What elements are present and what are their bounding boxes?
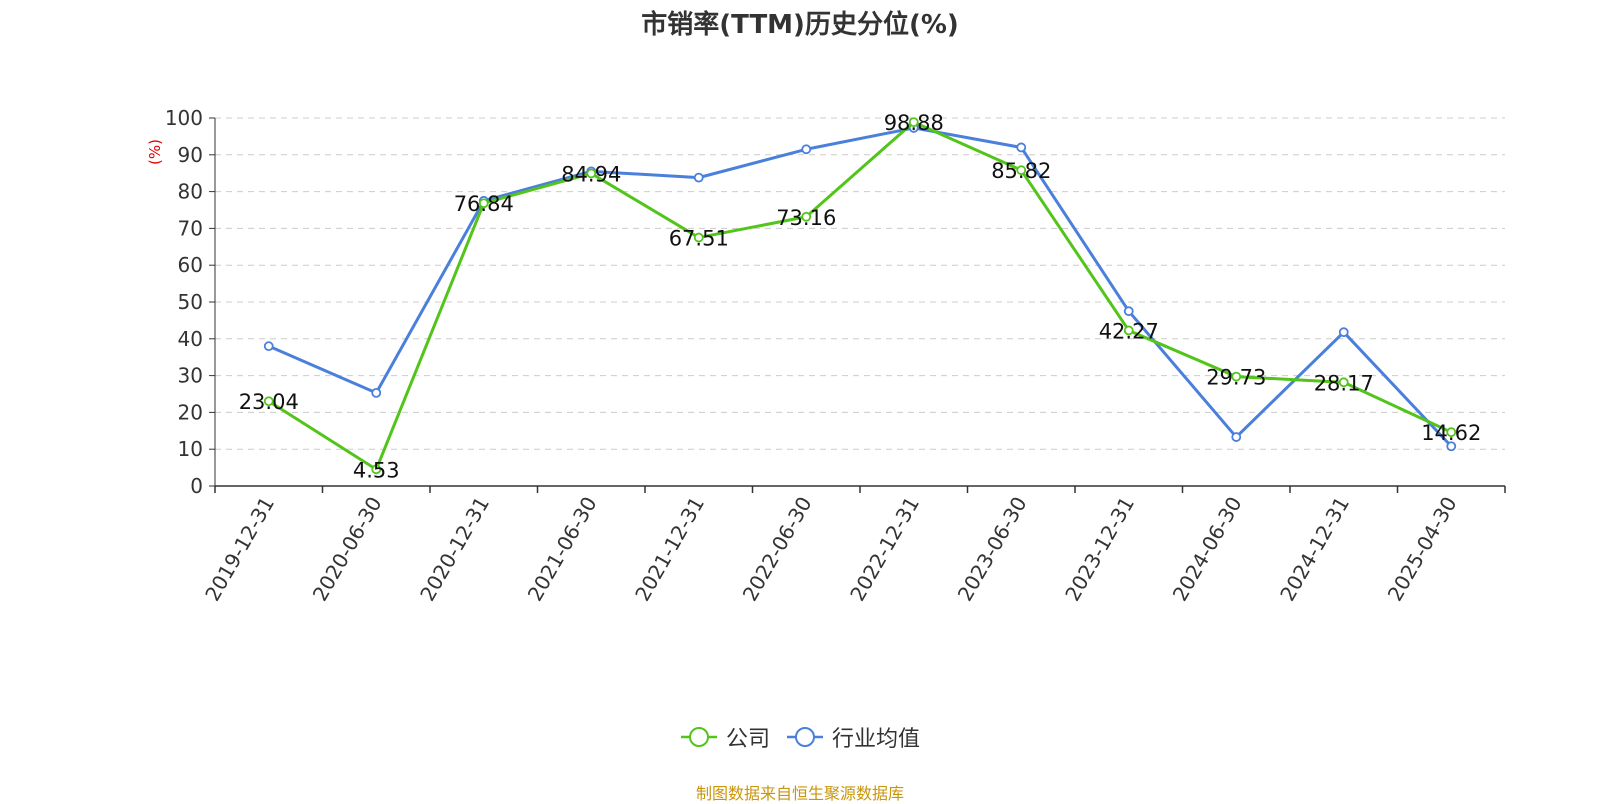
- axis-layer: 0 10 20 30 40 50 60 70 80 90 100(%) 2019-12-31 2020-…: [146, 106, 1506, 606]
- x-tick-label: 2021-12-31: [630, 493, 709, 606]
- x-tick-label: 2025-04-30: [1383, 493, 1462, 606]
- series-layer: [263, 117, 1457, 475]
- x-tick-label: 2023-06-30: [953, 493, 1032, 606]
- data-label: 98.88: [884, 111, 944, 135]
- data-label: 42.27: [1099, 319, 1159, 343]
- data-point-0: [1446, 427, 1457, 438]
- data-point-0: [371, 464, 382, 475]
- legend-marker-icon: [787, 727, 823, 747]
- data-label: 14.62: [1421, 421, 1481, 445]
- data-label: 23.04: [239, 390, 299, 414]
- y-tick-label: 40: [178, 327, 203, 351]
- data-point-0: [263, 396, 274, 407]
- x-tick-label: 2023-12-31: [1060, 493, 1139, 606]
- legend-circle: [688, 727, 709, 747]
- legend: 公司 行业均值: [0, 722, 1600, 752]
- data-label: 28.17: [1314, 371, 1374, 395]
- data-point-0: [478, 198, 489, 209]
- data-label: 84.94: [561, 162, 621, 186]
- data-label: 73.16: [776, 206, 836, 230]
- legend-item-0[interactable]: 公司: [680, 721, 770, 753]
- series-line-0: [267, 120, 1452, 471]
- legend-label: 公司: [725, 727, 770, 752]
- data-point-1: [371, 387, 382, 398]
- y-tick-label: 50: [178, 290, 203, 314]
- x-tick-label: 2020-12-31: [415, 493, 494, 606]
- data-point-0: [586, 168, 597, 179]
- data-point-1: [263, 341, 274, 352]
- data-point-0: [908, 117, 919, 128]
- data-label: 76.84: [454, 192, 514, 216]
- data-label: 67.51: [669, 227, 729, 251]
- data-point-1: [1231, 432, 1242, 442]
- y-tick-label: 80: [178, 180, 203, 204]
- x-tick-label: 2021-06-30: [523, 493, 602, 606]
- y-tick-label: 0: [190, 474, 203, 498]
- x-tick-label: 2022-06-30: [738, 493, 817, 606]
- x-tick-label: 2019-12-31: [200, 493, 279, 606]
- source-note: 制图数据来自恒生聚源数据库: [695, 784, 904, 803]
- legend-circle: [795, 727, 815, 747]
- legend-item-1[interactable]: 行业均值: [786, 721, 920, 753]
- data-point-1: [693, 172, 704, 183]
- y-tick-label: 90: [178, 143, 203, 167]
- data-point-0: [693, 232, 704, 243]
- y-tick-label: 10: [178, 437, 203, 461]
- y-tick-label: 30: [178, 364, 203, 388]
- legend-label: 行业均值: [832, 727, 921, 752]
- y-tick-label: 60: [178, 253, 203, 277]
- x-tick-label: 2022-12-31: [845, 493, 924, 606]
- data-point-1: [1016, 142, 1027, 153]
- x-tick-label: 2020-06-30: [308, 493, 387, 606]
- data-label: 4.53: [353, 458, 400, 482]
- series-line-1: [268, 126, 1453, 448]
- data-point-1: [1338, 327, 1349, 338]
- data-point-0: [1231, 371, 1242, 382]
- data-label: 29.73: [1206, 366, 1266, 390]
- chart-title: 市销率(TTM)历史分位(%): [641, 10, 959, 40]
- y-tick-label: 70: [178, 216, 203, 240]
- data-label: 85.82: [991, 159, 1051, 183]
- x-tick-label: 2024-12-31: [1275, 493, 1354, 606]
- data-point-0: [1016, 165, 1027, 176]
- data-point-0: [801, 211, 812, 222]
- data-point-1: [1123, 306, 1134, 317]
- legend-marker-icon: [680, 727, 717, 747]
- y-axis-label: (%): [146, 139, 164, 165]
- data-point-0: [1123, 325, 1134, 336]
- label-layer: 23.04 4.53 76.84 84.94 67.51 73.16 98.88 85.82 4…: [239, 111, 1482, 482]
- y-tick-label: 20: [178, 400, 203, 424]
- data-point-1: [801, 144, 812, 155]
- data-point-0: [1338, 377, 1349, 388]
- y-tick-label: 100: [165, 106, 203, 130]
- x-tick-label: 2024-06-30: [1168, 493, 1247, 606]
- data-point-1: [1446, 441, 1457, 452]
